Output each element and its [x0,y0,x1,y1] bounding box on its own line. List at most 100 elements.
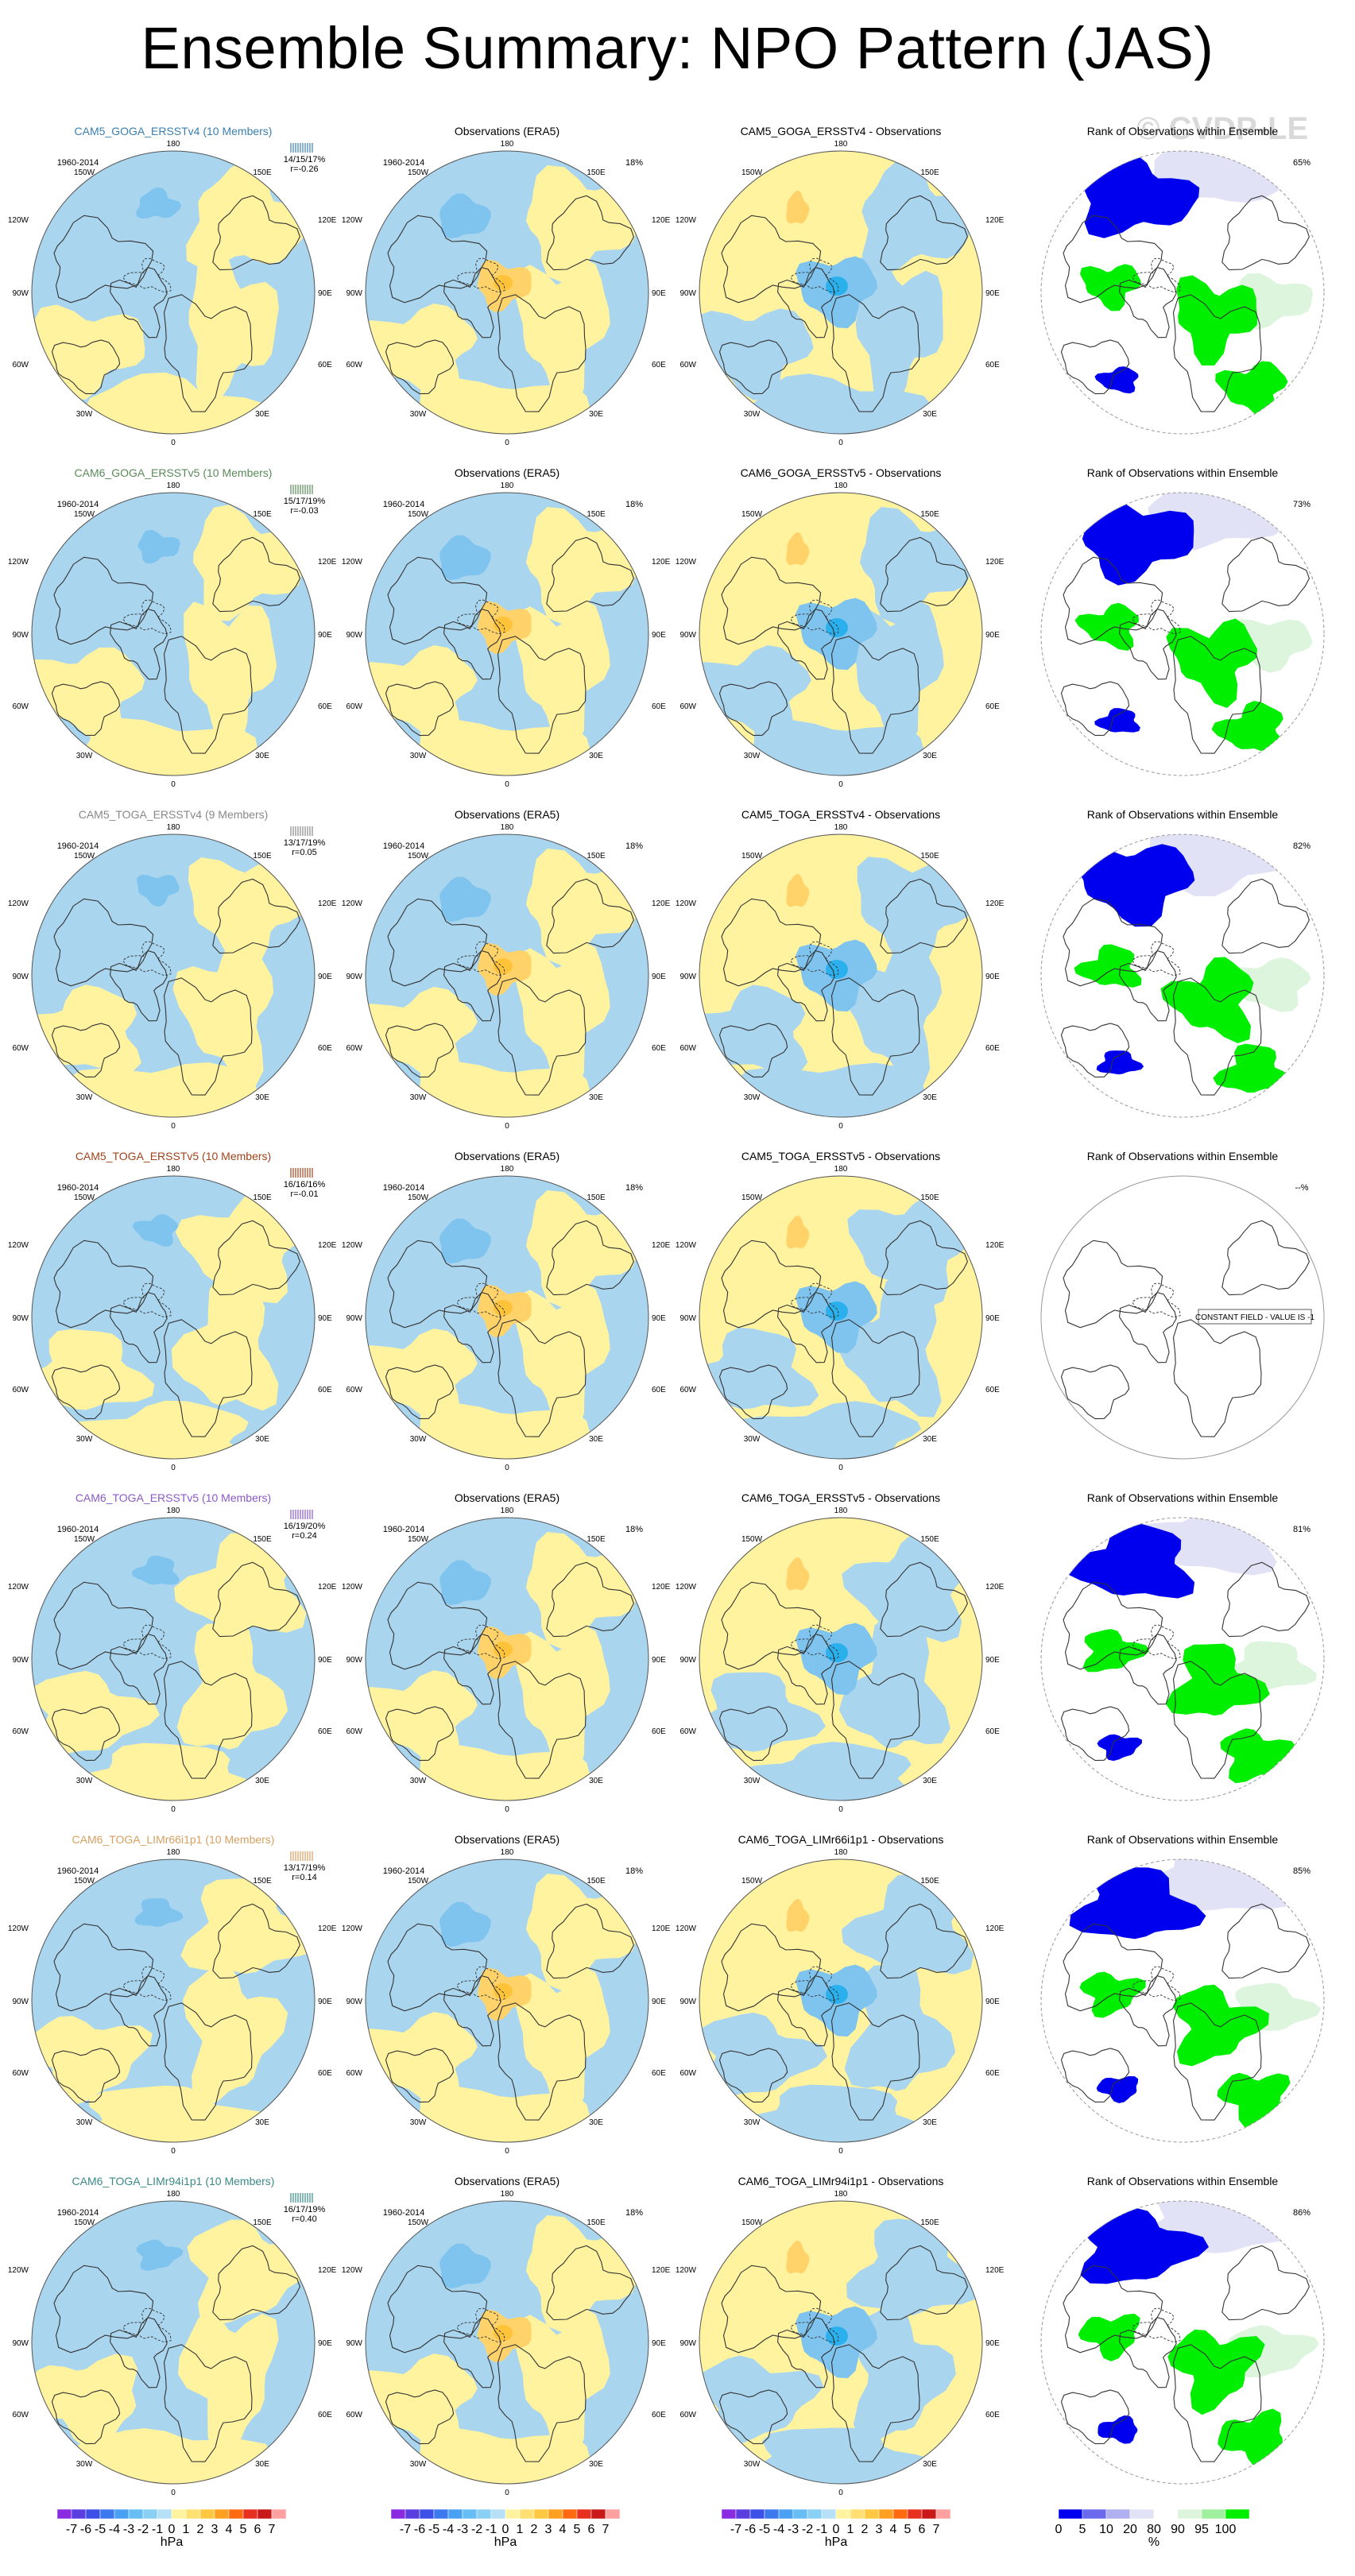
coastline [1172,294,1262,412]
longitude-label: 30W [76,752,93,760]
colorbar-tick-label: 2 [861,2523,869,2536]
colorbar-tick-label: 5 [574,2523,581,2536]
colorbar-tick-label: -7 [66,2523,77,2536]
longitude-label: 90E [318,1314,332,1323]
period-label: 1960-2014 [383,1866,425,1876]
colorbar-tick-label: -1 [486,2523,497,2536]
coastline [387,215,488,304]
colorbar-swatch [56,2508,72,2520]
contour-line [122,941,172,977]
longitude-label: 120W [8,899,29,908]
longitude-label: 90E [652,2339,666,2348]
longitude-label: 90W [679,1656,696,1665]
rank-region-lowest [1069,1866,1206,1940]
longitude-label: 180 [167,482,180,490]
colorbar-swatch [1105,2508,1131,2520]
longitude-label: 60E [318,1386,332,1394]
rank-region-highest [1166,618,1257,708]
longitude-label: 90E [985,289,1000,298]
field-region [416,1402,591,1459]
field-region [32,647,145,741]
longitude-label: 180 [834,1165,848,1174]
longitude-label: 120E [318,1583,337,1592]
variance-percent: 18% [625,841,643,851]
longitude-label: 0 [505,780,509,789]
coastline [1119,1633,1177,1705]
longitude-label: 60W [12,702,29,711]
map-boundary [31,492,316,776]
colorbar-tick-label: 0 [833,2523,840,2536]
longitude-label: 90W [679,973,696,981]
colorbar-tick-label: 5 [1079,2523,1086,2536]
coastline [1221,2245,1310,2321]
longitude-label: 30E [255,2118,269,2127]
longitude-label: 150W [74,1535,95,1544]
longitude-label: 150W [74,2218,95,2227]
coastline [1060,1706,1130,1762]
longitude-label: 60E [652,1727,666,1736]
longitude-label: 0 [505,439,509,447]
longitude-label: 150E [253,1877,272,1886]
panel-row: CAM6_TOGA_LIMr66i1p1 (10 Members) 1960-20… [8,1833,1325,2156]
coastline [830,1661,920,1779]
colorbar-swatch [590,2508,606,2520]
coastline [1063,215,1163,304]
difference-positive [786,873,810,907]
longitude-label: 120E [652,1241,671,1250]
longitude-label: 30W [744,1093,761,1102]
model-low-center [131,1555,180,1585]
colorbar-unit: % [1148,2535,1159,2549]
map-boundary [365,492,649,776]
coastline [163,2344,253,2462]
field-region [183,1963,288,2108]
colorbar-tick-label: -5 [95,2523,106,2536]
longitude-label: 120W [342,2266,363,2275]
longitude-label: 120E [985,1924,1005,1933]
field-region [842,1533,966,1642]
longitude-label: 60W [679,1727,696,1736]
colorbar-tick-label: -3 [788,2523,799,2536]
rank-region-highest [1167,2329,1265,2415]
map-boundary [699,150,983,435]
longitude-label: 90W [12,1656,29,1665]
low-pressure-center [439,2243,491,2289]
colorbar-tick-label: 2 [531,2523,538,2536]
coastline [385,1706,455,1762]
coastline [546,536,634,613]
colorbar-swatch [807,2508,823,2520]
rank-panel-title: Rank of Observations within Ensemble [1087,2175,1279,2187]
longitude-label: 0 [838,1122,843,1131]
longitude-label: 90E [318,631,332,640]
field-region [32,1670,160,1756]
coastline [830,2344,920,2462]
longitude-label: 30E [255,410,269,419]
coastline [777,950,835,1022]
longitude-label: 150E [253,510,272,519]
coastline [51,1706,121,1762]
longitude-label: 30E [255,752,269,760]
longitude-label: 150E [587,1535,606,1544]
longitude-label: 0 [505,1464,509,1472]
longitude-label: 30E [589,1435,603,1444]
longitude-label: 150E [253,168,272,177]
map-boundary [31,2200,316,2485]
coastline [718,681,788,737]
longitude-label: 180 [167,1507,180,1515]
longitude-label: 30E [255,1777,269,1785]
colorbar-unit: hPa [494,2535,517,2549]
longitude-label: 120W [342,899,363,908]
coastline [1063,556,1163,645]
coastline [51,1023,121,1078]
colorbar-tick-label: 100 [1215,2523,1237,2536]
field-region [172,933,274,1087]
map-boundary [699,834,983,1118]
variance-percent: 18% [625,2208,643,2218]
difference-panel-title: CAM5_TOGA_ERSSTv4 - Observations [741,808,940,821]
difference-core [826,1302,848,1321]
field-region [699,1672,826,1752]
difference-positive [786,532,810,566]
longitude-label: 120W [676,2266,697,2275]
colorbar-tick-label: -2 [802,2523,813,2536]
colorbar-tick-label: 80 [1147,2523,1161,2536]
high-pressure-center [494,1642,513,1657]
